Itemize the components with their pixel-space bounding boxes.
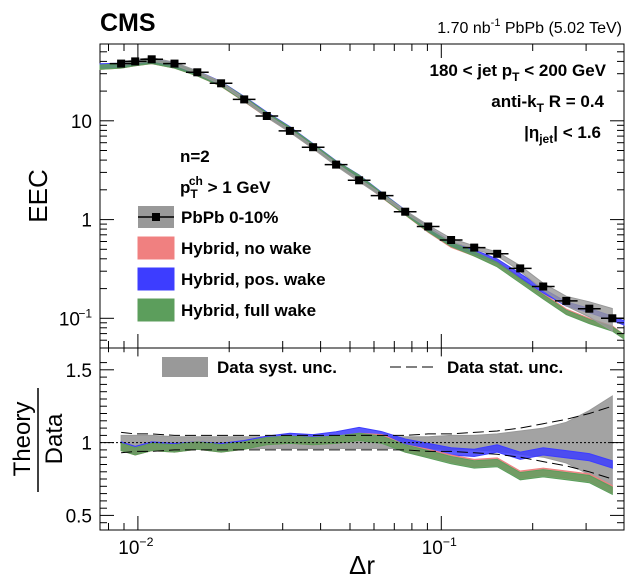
data-point <box>131 57 140 66</box>
ratio-y-tick-label: 0.5 <box>66 506 92 527</box>
data-point <box>447 236 456 244</box>
top-y-tick-label: 1 <box>81 211 92 232</box>
legend-syst-swatch <box>162 357 208 377</box>
data-point <box>193 68 202 77</box>
data-point <box>240 95 249 104</box>
legend-syst-label: Data syst. unc. <box>217 358 337 377</box>
top-y-axis-label: EEC <box>23 169 53 222</box>
ratio-stat-line-lower <box>121 449 613 480</box>
x-tick-label: 10−1 <box>422 535 457 559</box>
experiment-label: CMS <box>100 9 156 37</box>
data-point <box>401 207 410 216</box>
ratio-y-tick-label: 1 <box>81 434 92 455</box>
ratio-band-full-wake <box>120 432 613 496</box>
legend-full-wake-label: Hybrid, full wake <box>181 301 316 320</box>
x-tick-label: 10−2 <box>118 535 153 559</box>
legend-top: PbPb 0-10% Hybrid, no wake Hybrid, pos. … <box>137 206 326 322</box>
ratio-y-axis-label: Theory Data <box>9 388 68 492</box>
data-point <box>493 249 502 258</box>
x-axis-label: Δr <box>349 550 375 579</box>
data-point <box>332 160 341 169</box>
data-point <box>516 264 525 273</box>
top-data-points <box>109 55 624 323</box>
data-point <box>147 55 156 64</box>
data-point <box>378 191 387 200</box>
legend-pos-wake-swatch <box>137 267 175 291</box>
legend-ratio: Data syst. unc. Data stat. unc. <box>162 357 563 377</box>
data-point <box>262 112 271 120</box>
n-label: n=2 <box>180 147 210 166</box>
data-point <box>217 79 226 88</box>
legend-full-wake-swatch <box>137 298 175 322</box>
data-point <box>285 126 294 135</box>
jet-eta-cut: |ηjet| < 1.6 <box>524 123 601 146</box>
ratio-y-label-denominator: Data <box>41 413 68 464</box>
top-panel-frame <box>99 43 625 349</box>
jet-algorithm-label: anti-kT R = 0.4 <box>491 92 604 115</box>
legend-stat-label: Data stat. unc. <box>447 358 563 377</box>
ratio-stat-line-upper <box>121 405 613 436</box>
legend-no-wake-swatch <box>137 236 175 260</box>
ratio-stat-lines <box>100 405 624 480</box>
top-y-tick-label: 10 <box>59 309 80 330</box>
data-point <box>309 143 318 152</box>
ratio-panel-frame <box>99 347 625 531</box>
data-point <box>539 282 548 291</box>
data-point <box>424 222 433 231</box>
ratio-y-tick-label: 1.5 <box>66 361 92 382</box>
data-point <box>470 243 479 252</box>
legend-data-marker <box>152 213 160 221</box>
top-y-tick-label: 10 <box>71 112 92 133</box>
legend-no-wake-label: Hybrid, no wake <box>181 239 311 258</box>
data-point <box>355 176 364 185</box>
track-pt-cut: pTch > 1 GeV <box>180 174 271 201</box>
ratio-y-label-numerator: Theory <box>9 402 36 477</box>
legend-data-label: PbPb 0-10% <box>181 208 278 227</box>
data-point <box>562 296 571 305</box>
data-point <box>117 59 126 68</box>
top-y-tick-label-exp: −1 <box>78 306 92 320</box>
luminosity-label: 1.70 nb-1 PbPb (5.02 TeV) <box>437 17 622 37</box>
legend-pos-wake-label: Hybrid, pos. wake <box>181 270 326 289</box>
axis-ticks <box>100 43 625 530</box>
jet-pt-cut: 180 < jet pT < 200 GeV <box>429 61 606 84</box>
data-point <box>585 304 594 313</box>
data-point <box>170 59 179 68</box>
